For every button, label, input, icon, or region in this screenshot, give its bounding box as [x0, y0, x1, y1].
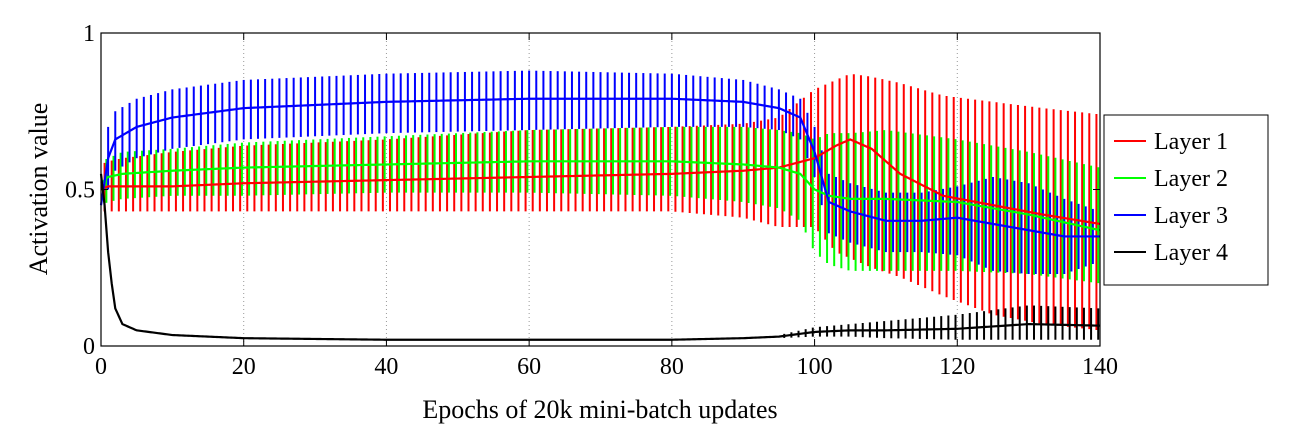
legend-label-1: Layer 1 [1154, 129, 1228, 155]
axis-ticks: 0 20 40 60 80 100 120 140 0 0.5 1 [65, 21, 1118, 380]
legend: Layer 1 Layer 2 Layer 3 Layer 4 [1103, 114, 1269, 286]
legend-label-4: Layer 4 [1154, 240, 1228, 266]
y-tick-label: 1 [83, 21, 95, 47]
series-line-2 [100, 160, 1101, 232]
y-tick-label: 0.5 [65, 178, 95, 204]
y-tick-label: 0 [83, 334, 95, 360]
x-axis-label: Epochs of 20k mini-batch updates [422, 395, 777, 424]
x-tick-label: 80 [660, 354, 684, 380]
error-bars-series-3 [107, 70, 1094, 275]
y-axis-label: Activation value [24, 103, 53, 276]
series-lines [99, 97, 1101, 341]
x-tick-label: 60 [517, 354, 541, 380]
x-tick-label: 0 [95, 354, 107, 380]
series-line-3 [99, 97, 1100, 238]
legend-box [1103, 114, 1269, 286]
legend-label-2: Layer 2 [1154, 166, 1228, 192]
x-tick-label: 140 [1082, 354, 1118, 380]
error-bars [103, 70, 1100, 340]
series-line-1 [100, 138, 1101, 226]
x-tick-label: 20 [232, 354, 256, 380]
x-tick-label: 120 [939, 354, 975, 380]
x-tick-label: 40 [374, 354, 398, 380]
legend-label-3: Layer 3 [1154, 203, 1228, 229]
x-tick-label: 100 [797, 354, 833, 380]
series-line-4 [99, 173, 1101, 341]
